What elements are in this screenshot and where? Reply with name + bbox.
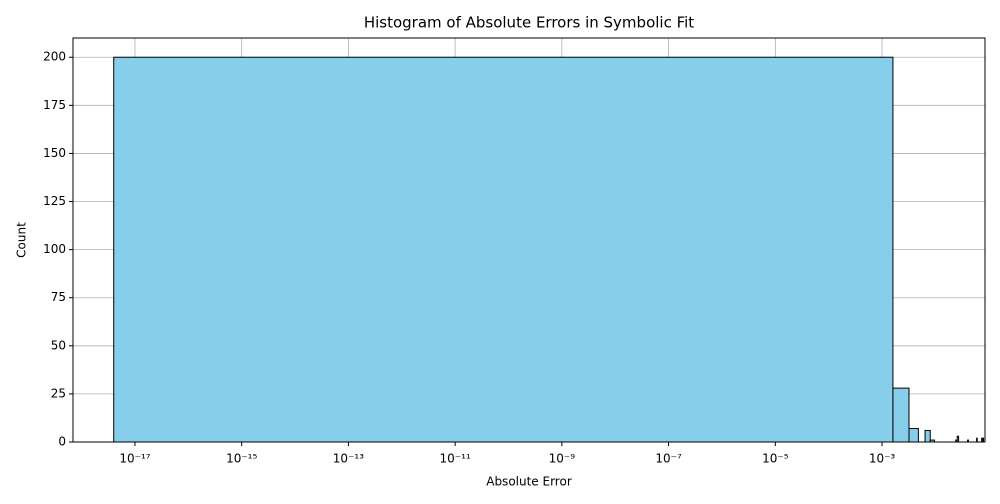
bar	[957, 436, 958, 442]
x-tick-label: 10⁻¹³	[333, 452, 364, 466]
y-tick-label: 75	[51, 290, 66, 304]
chart-title: Histogram of Absolute Errors in Symbolic…	[364, 14, 694, 32]
y-tick-label: 50	[51, 338, 66, 352]
y-tick-label: 100	[43, 242, 66, 256]
bar	[925, 430, 930, 442]
bars	[114, 57, 984, 442]
bar	[977, 438, 978, 442]
x-tick-label: 10⁻⁹	[549, 452, 576, 466]
x-tick-label: 10⁻¹⁷	[119, 452, 150, 466]
bar	[909, 429, 918, 442]
bar	[893, 388, 909, 442]
x-tick-label: 10⁻⁷	[655, 452, 682, 466]
y-tick-label: 150	[43, 146, 66, 160]
y-tick-label: 175	[43, 98, 66, 112]
y-tick-label: 0	[58, 435, 66, 449]
x-tick-label: 10⁻¹¹	[440, 452, 471, 466]
x-tick-label: 10⁻⁵	[762, 452, 789, 466]
y-tick-label: 125	[43, 194, 66, 208]
bar	[114, 57, 893, 442]
y-axis-label: Count	[15, 222, 29, 258]
x-tick-label: 10⁻¹⁵	[226, 452, 257, 466]
y-tick-label: 25	[51, 386, 66, 400]
x-tick-label: 10⁻³	[869, 452, 896, 466]
x-axis-label: Absolute Error	[486, 475, 572, 489]
y-tick-label: 200	[43, 50, 66, 64]
